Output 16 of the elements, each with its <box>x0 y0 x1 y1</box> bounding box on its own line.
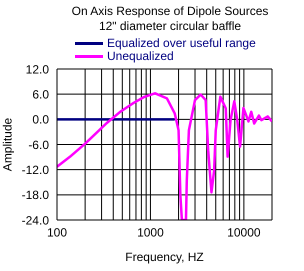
chart-subtitle: 12" diameter circular baffle <box>98 19 242 34</box>
y-tick-label: -12.0 <box>22 162 50 177</box>
y-tick-label: -18.0 <box>22 188 50 202</box>
x-tick-label: 1000 <box>137 226 164 240</box>
y-tick-label: 12.0 <box>26 62 50 76</box>
chart-title: On Axis Response of Dipole Sources <box>70 4 270 19</box>
x-tick-label: 100 <box>46 226 68 240</box>
x-axis-title: Frequency, HZ <box>125 250 204 264</box>
y-tick-label: 6.0 <box>32 87 50 102</box>
legend-label: Equalized over useful range <box>107 36 256 50</box>
y-tick-label: -24.0 <box>22 213 50 228</box>
y-tick-label: 0.0 <box>32 112 50 127</box>
legend-label: Unequalized <box>107 49 174 63</box>
x-tick-label: 10000 <box>227 226 261 240</box>
y-axis-title: Amplitude <box>0 118 14 172</box>
y-tick-label: -6.0 <box>28 138 50 152</box>
